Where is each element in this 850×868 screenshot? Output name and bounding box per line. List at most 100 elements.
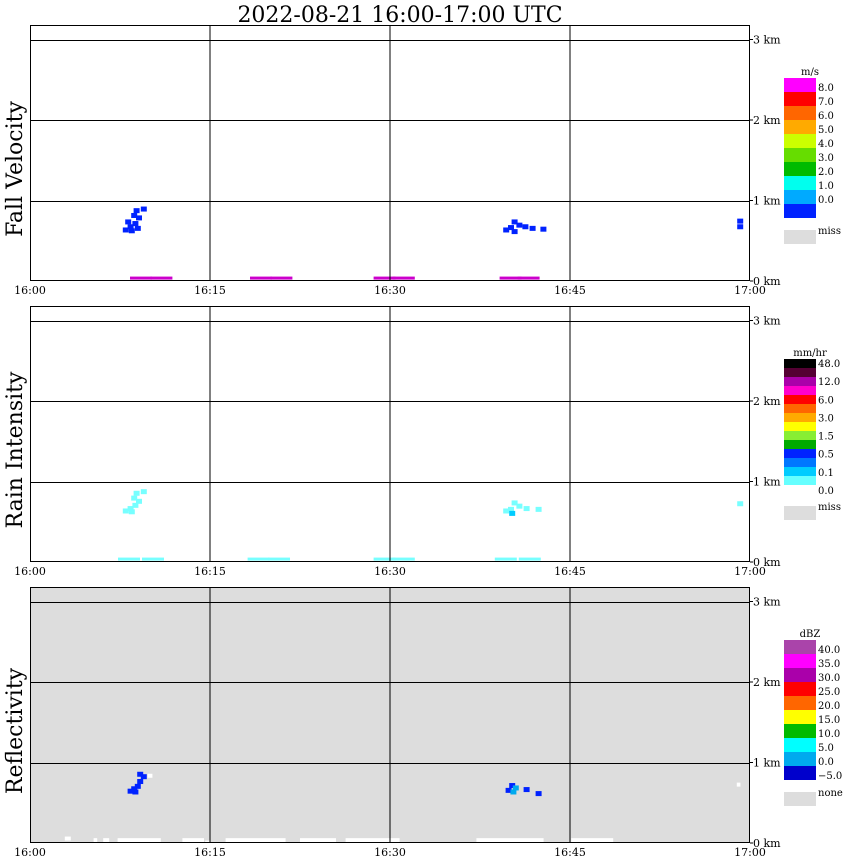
echo-cell: [512, 785, 519, 791]
y-tick-label: 2 km: [753, 114, 781, 127]
y-tick-label: 0 km: [753, 275, 781, 288]
colorbar-swatch: [784, 640, 816, 654]
colorbar-label: 0.5: [818, 450, 834, 461]
echo-cell: [142, 557, 164, 561]
colorbar-swatch: [784, 368, 816, 377]
colorbar-miss-label: none: [818, 788, 843, 799]
x-tick-label: 16:15: [194, 846, 226, 859]
colorbar-swatch: [784, 696, 816, 710]
colorbar-swatch: [784, 413, 816, 422]
y-tick-label: 2 km: [753, 395, 781, 408]
echo-cell: [136, 215, 142, 221]
echo-cell: [522, 224, 529, 230]
clear-cell: [182, 838, 204, 843]
colorbar-label: 7.0: [818, 97, 834, 108]
clear-cell: [345, 838, 400, 843]
echo-cell: [125, 219, 132, 225]
colorbar-swatch: [784, 134, 816, 148]
echo-cell: [494, 557, 517, 561]
colorbar-swatch: [784, 467, 816, 476]
clear-cell: [476, 838, 544, 843]
echo-cell: [737, 501, 744, 507]
colorbar-swatch: [784, 395, 816, 404]
echo-cell: [737, 224, 744, 230]
echo-cell: [140, 206, 147, 212]
echo-cell: [499, 276, 522, 280]
echo-cell: [128, 509, 135, 515]
y-tick-label: 1 km: [753, 757, 781, 770]
y-tick-label: 2 km: [753, 676, 781, 689]
echo-cell: [516, 503, 523, 509]
echo-cell: [133, 208, 140, 214]
echo-cell: [392, 276, 415, 280]
echo-cell: [118, 557, 140, 561]
colorbar-label: 3.0: [818, 153, 834, 164]
echo-cell: [122, 508, 129, 514]
y-tick-label: 0 km: [753, 556, 781, 569]
panel-ylabel: Reflectivity: [3, 667, 28, 794]
colorbar-swatch: [784, 485, 816, 494]
echo-cell: [132, 502, 139, 508]
echo-cell: [511, 229, 518, 235]
colorbar-swatch: [784, 106, 816, 120]
echo-cell: [134, 783, 141, 789]
echo-cell: [518, 557, 541, 561]
colorbar-swatch: [784, 449, 816, 458]
echo-cell: [529, 225, 536, 231]
colorbar-label: 35.0: [818, 659, 840, 670]
echo-cell: [127, 224, 134, 230]
y-tick-label: 3 km: [753, 34, 781, 47]
colorbar-label: 6.0: [818, 111, 834, 122]
echo-cell: [517, 276, 540, 280]
colorbar-miss-label: miss: [818, 502, 841, 513]
panel-rain-intensity: 0 km 1 km 2 km 3 km 16:00 16:15 16:30 16:45 17:0…: [3, 306, 841, 578]
colorbar-label: 8.0: [818, 83, 834, 94]
echo-cell: [373, 276, 396, 280]
colorbar-swatch: [784, 78, 816, 92]
colorbar-swatch: [784, 120, 816, 134]
echo-cell: [511, 219, 518, 225]
echo-cell: [128, 228, 135, 234]
echo-cell: [505, 787, 512, 793]
y-tick-label: 1 km: [753, 195, 781, 208]
echo-cell: [737, 218, 744, 224]
colorbar-miss-swatch: [784, 230, 816, 244]
colorbar-label: 0.0: [818, 757, 834, 768]
colorbar-label: 10.0: [818, 729, 840, 740]
colorbar-miss-swatch: [784, 506, 816, 520]
colorbar-swatch: [784, 440, 816, 449]
colorbar-swatch: [784, 766, 816, 780]
echo-cell: [132, 789, 139, 795]
echo-cell: [508, 506, 514, 512]
colorbar-label: 25.0: [818, 687, 840, 698]
echo-cell: [373, 557, 396, 561]
colorbar-unit: m/s: [801, 67, 819, 78]
colorbar-swatch: [784, 668, 816, 682]
echo-cell: [131, 786, 138, 792]
echo-cell: [127, 788, 134, 794]
echo-cell: [509, 510, 516, 516]
chart-title: 2022-08-21 16:00-17:00 UTC: [237, 3, 562, 28]
clear-cell: [300, 838, 336, 843]
colorbar-swatch: [784, 386, 816, 395]
colorbar-swatch: [784, 176, 816, 190]
echo-cell: [134, 225, 141, 231]
clear-cell: [117, 838, 161, 843]
x-tick-label: 16:30: [374, 846, 406, 859]
echo-cell: [508, 225, 514, 231]
colorbar-unit: mm/hr: [793, 348, 827, 359]
echo-cell: [127, 506, 134, 512]
panel-frame: [30, 587, 750, 843]
colorbar-swatch: [784, 404, 816, 413]
colorbar-label: 3.0: [818, 413, 834, 424]
clear-cell: [736, 782, 741, 787]
echo-cell: [535, 791, 542, 797]
echo-cell: [270, 276, 293, 280]
echo-cell: [250, 276, 272, 280]
x-tick-label: 16:15: [194, 284, 226, 297]
echo-cell: [503, 227, 510, 233]
x-tick-label: 16:15: [194, 565, 226, 578]
colorbar-label: 5.0: [818, 125, 834, 136]
x-tick-label: 16:45: [554, 846, 586, 859]
